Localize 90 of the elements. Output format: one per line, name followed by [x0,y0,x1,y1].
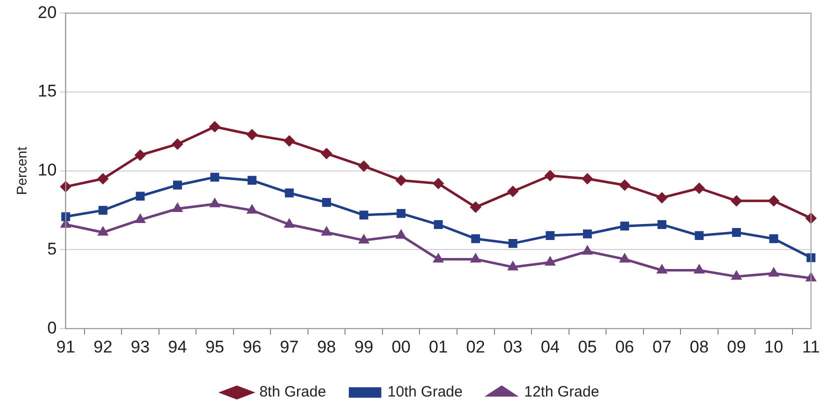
point [433,178,444,189]
point [247,205,257,214]
point [396,209,406,218]
point [508,262,518,270]
point [173,180,182,190]
point [136,192,145,201]
point [60,181,71,192]
point [620,222,630,231]
x-tick-label: 11 [802,337,820,356]
point [322,227,332,236]
x-tick-label: 03 [503,337,522,356]
legend-label: 12th Grade [524,384,600,401]
x-tick-label: 92 [94,337,112,356]
y-tick-label: 5 [47,239,57,258]
x-tick-label: 08 [690,337,709,356]
y-axis-title: Percent [13,146,30,196]
point [508,239,518,248]
x-tick-label: 10 [764,337,784,356]
point [582,246,592,255]
point [210,172,220,182]
point [98,174,108,184]
point [545,257,555,266]
point [434,220,443,229]
point [694,231,704,240]
point [434,254,444,262]
point [470,254,480,262]
point [396,230,406,239]
y-tick-label: 15 [38,82,57,101]
point [694,265,704,274]
point [508,186,518,197]
point [359,235,369,244]
point [620,254,630,262]
x-tick-label: 93 [130,337,150,356]
point [657,265,667,274]
x-tick-label: 99 [354,337,374,356]
point [134,150,146,160]
point [246,129,258,140]
point [98,206,108,215]
point [544,170,556,181]
x-tick-label: 95 [205,337,224,356]
y-tick-label: 10 [38,160,57,180]
point [546,231,555,240]
x-tick-label: 97 [280,337,299,356]
point [694,182,704,194]
point [582,174,593,184]
point [284,219,294,228]
x-tick-label: 91 [56,337,76,356]
point [61,212,70,222]
point [284,188,294,198]
point [321,148,332,159]
point [656,192,668,203]
point [806,212,816,224]
point [248,176,256,185]
x-tick-label: 02 [466,337,486,356]
point [769,234,778,244]
point [172,138,183,150]
point [806,253,816,262]
y-tick-label: 20 [38,2,57,22]
point [396,175,406,186]
point [732,228,741,237]
point [806,272,816,282]
x-tick-label: 01 [428,337,448,356]
x-tick-label: 00 [392,337,411,356]
x-tick-label: 06 [615,337,634,356]
point [210,198,220,208]
point [322,198,331,207]
point [732,271,742,280]
x-tick-label: 96 [242,337,262,356]
point [582,230,592,238]
point [172,204,182,212]
legend-label: 10th Grade [388,384,463,401]
legend-label: 8th Grade [259,384,326,401]
point [731,196,742,206]
x-tick-label: 04 [540,337,560,356]
y-tick-label: 0 [47,318,57,338]
point [658,220,666,229]
point [210,121,220,132]
point [98,227,108,236]
point [470,202,481,212]
point [358,160,370,172]
point [768,196,779,206]
point [471,234,480,244]
x-tick-label: 09 [727,337,746,356]
point [284,136,295,146]
x-tick-label: 07 [652,337,672,356]
x-tick-label: 98 [317,337,336,356]
x-tick-label: 94 [168,337,187,356]
point [619,180,630,190]
x-tick-label: 05 [578,337,597,356]
point [359,210,368,220]
